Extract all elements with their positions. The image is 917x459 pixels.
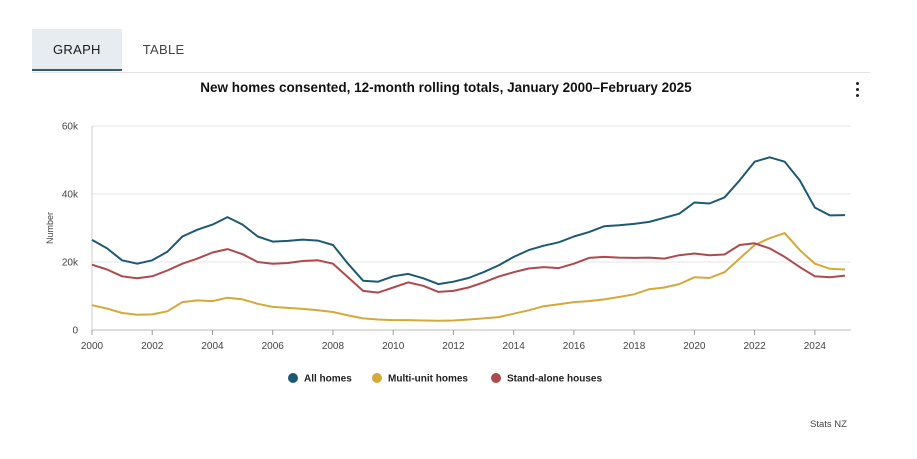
x-tick-label: 2022 [743, 341, 766, 352]
view-tabs: GRAPH TABLE [32, 29, 870, 73]
legend-label: Stand-alone houses [507, 374, 602, 385]
more-vertical-icon-dot [855, 94, 859, 97]
x-tick-label: 2002 [141, 341, 164, 352]
x-tick-label: 2024 [804, 341, 827, 352]
x-tick-label: 2012 [442, 341, 465, 352]
x-tick-label: 2000 [81, 341, 104, 352]
y-tick-label: 20k [62, 258, 79, 269]
legend-label: All homes [304, 374, 352, 385]
source-credit: Stats NZ [810, 419, 847, 430]
y-tick-label: 0 [72, 326, 78, 337]
series-line-multi-unit-homes [91, 232, 846, 322]
x-tick-label: 2016 [563, 341, 586, 352]
x-tick-label: 2014 [503, 341, 526, 352]
x-tick-label: 2006 [262, 341, 285, 352]
legend-marker [491, 373, 501, 383]
tab-graph[interactable]: GRAPH [32, 29, 122, 71]
series-line-all-homes [91, 156, 846, 286]
x-tick-label: 2008 [322, 341, 345, 352]
tab-table[interactable]: TABLE [142, 42, 185, 57]
legend-label: Multi-unit homes [388, 374, 468, 385]
x-tick-label: 2020 [683, 341, 706, 352]
legend-marker [372, 373, 382, 383]
series-line-stand-alone-houses [91, 242, 846, 294]
more-vertical-icon [855, 82, 859, 85]
y-tick-label: 60k [62, 122, 79, 133]
legend-marker [288, 373, 298, 383]
x-tick-label: 2004 [201, 341, 224, 352]
y-axis-label: Number [45, 212, 55, 244]
chart-title: New homes consented, 12-month rolling to… [200, 80, 692, 95]
y-tick-label: 40k [62, 190, 79, 201]
more-vertical-icon-dot [855, 88, 859, 91]
x-tick-label: 2018 [623, 341, 646, 352]
chart-menu-button[interactable] [850, 82, 864, 102]
x-tick-label: 2010 [382, 341, 405, 352]
